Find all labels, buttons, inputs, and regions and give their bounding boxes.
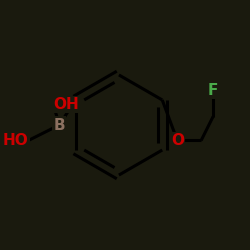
Text: O: O: [171, 133, 184, 148]
Text: HO: HO: [2, 133, 28, 148]
Text: OH: OH: [53, 97, 79, 112]
Text: F: F: [208, 83, 218, 98]
Text: B: B: [54, 118, 65, 132]
